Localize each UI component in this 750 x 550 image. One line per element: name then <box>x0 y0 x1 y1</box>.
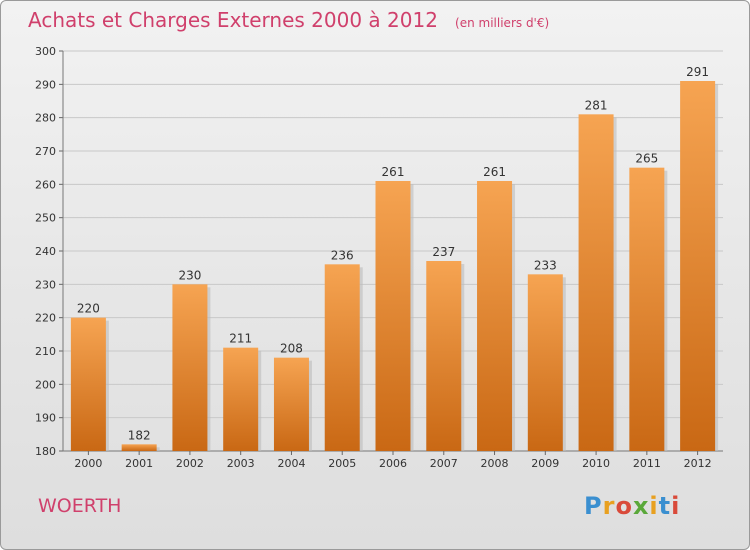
y-tick-label: 270 <box>35 145 56 158</box>
y-tick-label: 210 <box>35 345 56 358</box>
y-tick-label: 190 <box>35 412 56 425</box>
bar-2004 <box>273 357 309 451</box>
data-label-2005: 236 <box>331 248 354 262</box>
y-tick-label: 220 <box>35 312 56 325</box>
bar-2009 <box>527 274 563 451</box>
bar-2010 <box>578 114 614 451</box>
x-tick-label: 2010 <box>582 457 610 470</box>
x-tick-label: 2008 <box>481 457 509 470</box>
x-tick-label: 2007 <box>430 457 458 470</box>
y-tick-label: 230 <box>35 278 56 291</box>
data-label-2004: 208 <box>280 342 303 356</box>
data-label-2003: 211 <box>229 332 252 346</box>
y-tick-label: 180 <box>35 445 56 458</box>
y-tick-label: 260 <box>35 178 56 191</box>
logo-letter: o <box>615 492 633 520</box>
bar-2007 <box>426 261 462 451</box>
logo-letter: t <box>658 492 672 520</box>
data-label-2010: 281 <box>585 98 608 112</box>
data-label-2011: 265 <box>635 152 658 166</box>
x-tick-label: 2005 <box>328 457 356 470</box>
logo-letter: r <box>602 492 616 520</box>
x-tick-label: 2004 <box>277 457 305 470</box>
y-tick-label: 280 <box>35 112 56 125</box>
data-label-2009: 233 <box>534 258 557 272</box>
x-tick-label: 2011 <box>633 457 661 470</box>
x-tick-label: 2002 <box>176 457 204 470</box>
bar-2006 <box>375 181 411 451</box>
y-tick-label: 300 <box>35 45 56 58</box>
y-tick-label: 240 <box>35 245 56 258</box>
labels: 180 190 200 210 220 230 240 250 260 270 280 290 300 2… <box>35 45 712 470</box>
proxiti-logo: Proxiti <box>584 492 680 520</box>
chart-unit: (en milliers d'€) <box>455 16 550 30</box>
bar-2001 <box>121 444 157 451</box>
chart-title: Achats et Charges Externes 2000 à 2012 <box>28 8 438 32</box>
bar-2011 <box>629 167 665 451</box>
logo-letter: i <box>649 492 659 520</box>
x-tick-label: 2006 <box>379 457 407 470</box>
y-tick-label: 200 <box>35 378 56 391</box>
data-label-2001: 182 <box>128 428 151 442</box>
logo-letter: P <box>584 492 603 520</box>
data-label-2012: 291 <box>686 65 709 79</box>
x-tick-label: 2001 <box>125 457 153 470</box>
x-tick-label: 2000 <box>74 457 102 470</box>
data-label-2006: 261 <box>382 165 405 179</box>
bars <box>70 81 719 451</box>
commune-name: WOERTH <box>38 495 122 517</box>
bar-2005 <box>324 264 360 451</box>
data-label-2008: 261 <box>483 165 506 179</box>
x-tick-label: 2003 <box>227 457 255 470</box>
bar-2003 <box>223 347 259 451</box>
bar-2012 <box>680 81 716 451</box>
data-label-2007: 237 <box>432 245 455 259</box>
x-tick-label: 2012 <box>684 457 712 470</box>
logo-letter: i <box>671 492 681 520</box>
logo-letter: x <box>632 492 650 520</box>
title-row: Achats et Charges Externes 2000 à 2012 (… <box>28 8 549 32</box>
y-tick-label: 290 <box>35 78 56 91</box>
y-tick-label: 250 <box>35 212 56 225</box>
data-label-2002: 230 <box>178 268 201 282</box>
data-label-2000: 220 <box>77 302 100 316</box>
bar-2008 <box>477 181 513 451</box>
x-tick-label: 2009 <box>531 457 559 470</box>
bar-2002 <box>172 284 208 451</box>
bar-2000 <box>70 317 106 451</box>
